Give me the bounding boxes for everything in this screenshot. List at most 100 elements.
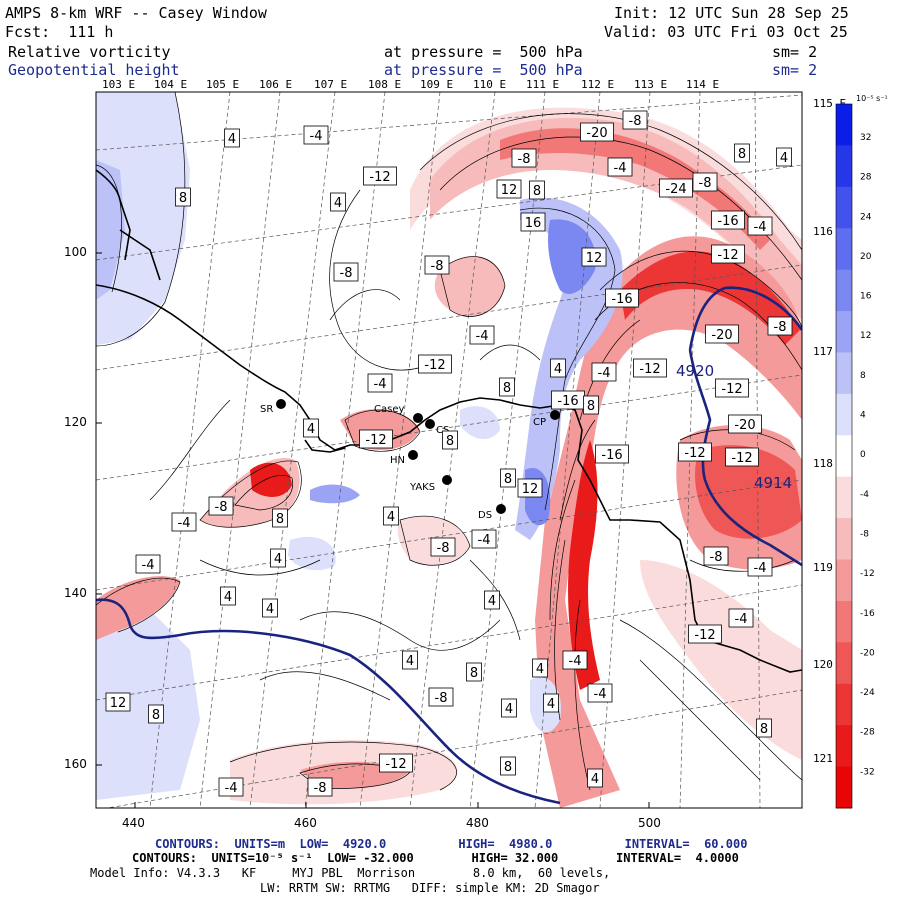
- colorbar-label: 0: [860, 450, 866, 460]
- svg-text:-8: -8: [340, 266, 353, 281]
- svg-text:4: 4: [224, 590, 232, 605]
- footer-contours-vorticity: CONTOURS: UNITS=10⁻⁵ s⁻¹ LOW= -32.000 HI…: [132, 851, 739, 865]
- vorticity-contour-label: -12: [715, 378, 749, 398]
- svg-text:-8: -8: [518, 152, 531, 167]
- svg-text:8: 8: [470, 666, 478, 681]
- vorticity-contour-label: -20: [728, 414, 762, 434]
- vorticity-contour-label: -20: [580, 122, 614, 142]
- coastline: [96, 169, 802, 673]
- colorbar-segment: [836, 104, 852, 146]
- svg-text:-8: -8: [437, 541, 450, 556]
- colorbar-label: -28: [860, 728, 875, 738]
- longitude-label: 109 E: [420, 78, 454, 91]
- vorticity-contour-label: 4: [402, 650, 418, 670]
- vorticity-contour-label: -12: [379, 753, 413, 773]
- vorticity-contour-label: -4: [367, 373, 393, 393]
- vorticity-contour-label: -20: [705, 324, 739, 344]
- vorticity-contour-label: -4: [562, 650, 588, 670]
- vorticity-contour-label: 4: [262, 598, 278, 618]
- svg-text:-16: -16: [717, 214, 738, 229]
- vorticity-contour-label: 8: [500, 468, 516, 488]
- svg-text:-4: -4: [476, 329, 489, 344]
- colorbar-label: 32: [860, 133, 871, 143]
- svg-text:-16: -16: [611, 292, 632, 307]
- svg-text:12: 12: [586, 251, 603, 266]
- svg-text:-16: -16: [557, 394, 578, 409]
- svg-text:-4: -4: [374, 377, 387, 392]
- longitude-label: 104 E: [154, 78, 188, 91]
- svg-text:-8: -8: [699, 176, 712, 191]
- colorbar-segment: [836, 600, 852, 643]
- svg-text:-4: -4: [310, 129, 323, 144]
- vorticity-contour-label: -12: [678, 442, 712, 462]
- colorbar: 32 28 24 20 16 12 8 4 0 -4 -8 -12 -16 -20 -24 -28 -32: [835, 103, 875, 809]
- svg-text:12: 12: [110, 696, 127, 711]
- vorticity-contour-label: -12: [725, 447, 759, 467]
- colorbar-segment: [836, 766, 852, 809]
- vorticity-contour-label: -24: [659, 178, 693, 198]
- station-dot: [496, 504, 506, 514]
- vorticity-contour-label: -4: [747, 216, 773, 236]
- vorticity-contour-label: -8: [424, 255, 450, 275]
- vorticity-contour-label: 8: [583, 395, 599, 415]
- svg-text:-12: -12: [684, 446, 705, 461]
- valid-time: Valid: 03 UTC Fri 03 Oct 25: [604, 23, 848, 41]
- svg-text:-8: -8: [431, 259, 444, 274]
- station-dot: [413, 413, 423, 423]
- vorticity-contour-label: 4: [330, 192, 346, 212]
- longitude-label: 112 E: [581, 78, 615, 91]
- svg-text:-8: -8: [314, 781, 327, 796]
- vorticity-contour-label: -16: [711, 210, 745, 230]
- svg-text:8: 8: [504, 472, 512, 487]
- vorticity-contour-label: -8: [703, 546, 729, 566]
- axis-ticks: [96, 252, 650, 808]
- field1-name: Relative vorticity: [8, 43, 171, 61]
- colorbar-label: 28: [860, 173, 872, 183]
- svg-text:8: 8: [503, 381, 511, 396]
- vorticity-contour-label: -4: [303, 125, 329, 145]
- field1-smooth: sm= 2: [772, 43, 818, 61]
- colorbar-label: 4: [860, 411, 866, 421]
- svg-text:-8: -8: [774, 320, 787, 335]
- vorticity-contour-label: 12: [581, 247, 607, 267]
- vorticity-contour-label: -8: [622, 110, 648, 130]
- x-axis-label: 480: [466, 816, 489, 830]
- longitude-label: 108 E: [368, 78, 402, 91]
- field2-level: at pressure = 500 hPa: [384, 61, 583, 79]
- svg-text:4: 4: [274, 552, 282, 567]
- longitude-label: 114 E: [686, 78, 720, 91]
- field2-name: Geopotential height: [8, 61, 180, 79]
- station-dot: [408, 450, 418, 460]
- svg-text:-4: -4: [754, 561, 767, 576]
- svg-text:-4: -4: [594, 687, 607, 702]
- x-axis-label: 500: [638, 816, 661, 830]
- vorticity-contour-label: -8: [767, 316, 793, 336]
- svg-text:-4: -4: [478, 533, 491, 548]
- svg-text:4: 4: [536, 662, 544, 677]
- vorticity-contour-label: 4: [532, 658, 548, 678]
- station-label: Casey: [374, 404, 404, 415]
- svg-text:4: 4: [406, 654, 414, 669]
- colorbar-segment: [836, 683, 852, 726]
- vorticity-contour-label: 16: [520, 212, 546, 232]
- svg-text:4: 4: [266, 602, 274, 617]
- colorbar-segment: [836, 352, 852, 395]
- svg-text:8: 8: [152, 708, 160, 723]
- vorticity-contour-label: -4: [587, 683, 613, 703]
- vorticity-contour-label: 8: [500, 756, 516, 776]
- svg-text:8: 8: [504, 760, 512, 775]
- colorbar-label: 16: [860, 292, 872, 302]
- footer-physics: LW: RRTM SW: RRTMG DIFF: simple KM: 2D S…: [260, 881, 600, 895]
- vorticity-contour-label: -4: [171, 512, 197, 532]
- vorticity-contour-label: 8: [148, 704, 164, 724]
- init-time: Init: 12 UTC Sun 28 Sep 25: [614, 4, 849, 22]
- vorticity-contour-label: -12: [359, 429, 393, 449]
- station-label: HN: [390, 455, 405, 466]
- colorbar-segment: [836, 518, 852, 561]
- model-title: AMPS 8-km WRF -- Casey Window: [5, 4, 267, 22]
- vorticity-contour-label: -8: [333, 262, 359, 282]
- vorticity-contour-label: -8: [428, 687, 454, 707]
- y-axis-label: 160: [64, 757, 87, 771]
- colorbar-unit: 10⁻⁵ s⁻¹: [856, 94, 888, 103]
